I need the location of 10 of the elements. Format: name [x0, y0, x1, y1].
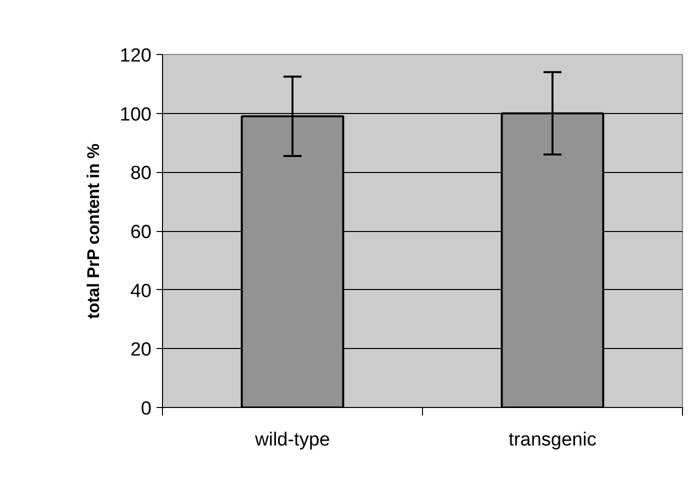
y-tick-label: 80 — [130, 163, 152, 184]
x-tick-label: wild-type — [254, 430, 330, 450]
y-tick-label: 40 — [130, 280, 152, 302]
y-axis-title: total PrP content in % — [84, 143, 103, 319]
y-tick-label: 100 — [120, 104, 152, 126]
x-tick-label: transgenic — [508, 430, 596, 450]
y-tick-label: 0 — [140, 398, 152, 420]
y-tick-label: 60 — [130, 222, 152, 243]
y-tick-label: 20 — [130, 340, 152, 361]
y-tick-label: 120 — [120, 46, 152, 66]
